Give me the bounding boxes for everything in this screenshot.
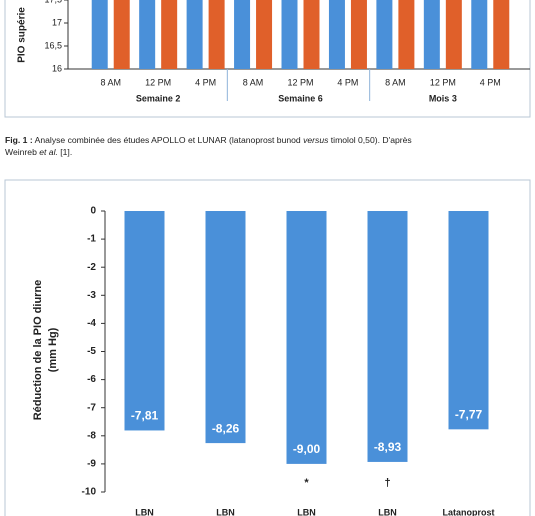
bar — [286, 211, 327, 464]
caption-text: [1]. — [58, 147, 72, 157]
x-tick-label: 12 PM — [145, 77, 171, 87]
bar — [303, 0, 320, 69]
figure-frame — [4, 0, 531, 118]
bar — [256, 0, 273, 69]
y-axis-label: PIO supérie — [17, 7, 28, 63]
x-tick-label: LBN — [216, 507, 235, 516]
y-tick-label: -1 — [87, 234, 96, 245]
group-label: Mois 3 — [429, 93, 457, 103]
x-tick-label: Latanoprost — [442, 507, 494, 516]
caption-line: Weinreb et al. [1]. — [5, 147, 72, 157]
y-tick-label: -7 — [87, 402, 96, 413]
x-tick-label: LBN — [135, 507, 154, 516]
x-tick-label: 8 AM — [100, 77, 121, 87]
y-tick-label: -3 — [87, 290, 96, 301]
group-label: Semaine 2 — [136, 93, 181, 103]
top-chart: 16 16,5 17 17,5 8 AM 12 PM 4 PM 8 AM 12 PM 4 PM 8 … — [17, 0, 530, 103]
bar — [124, 211, 165, 431]
x-tick-label: LBN — [297, 507, 316, 516]
bar — [205, 211, 246, 444]
caption-text: Weinreb — [5, 147, 39, 157]
y-tick-label: 16 — [52, 63, 62, 73]
value-label: -7,77 — [455, 408, 483, 422]
x-tick-label: LBN — [378, 507, 397, 516]
figure-frame — [4, 179, 531, 516]
y-tick-label: -9 — [87, 459, 96, 470]
y-tick-label: -5 — [87, 346, 96, 357]
x-tick-label: 8 AM — [385, 77, 406, 87]
x-tick-label: 4 PM — [480, 77, 501, 87]
y-tick-label: -10 — [82, 487, 97, 498]
bar — [139, 0, 156, 69]
bar — [448, 211, 489, 430]
bar — [328, 0, 345, 69]
caption-line: Fig. 1 : Analyse combinée des études APO… — [5, 135, 412, 145]
group-label: Semaine 6 — [278, 93, 323, 103]
bar — [91, 0, 108, 69]
bar — [281, 0, 298, 69]
bottom-chart: 0 -1 -2 -3 -4 -5 -6 -7 -8 -9 -10 -7,81 LBN -8,26 LBN -9… — [32, 206, 495, 516]
caption-text: Fig. 1 : — [5, 135, 33, 145]
y-tick-label: -6 — [87, 374, 96, 385]
bar — [423, 0, 440, 69]
x-tick-label: 12 PM — [287, 77, 313, 87]
caption-text: versus — [303, 135, 329, 145]
y-tick-label: -2 — [87, 262, 96, 273]
bar — [493, 0, 510, 69]
bar-note: † — [384, 477, 390, 489]
y-tick-label: 17 — [52, 17, 62, 27]
x-tick-label: 4 PM — [337, 77, 358, 87]
y-axis-label: (mm Hg) — [47, 327, 59, 372]
y-tick-label: -4 — [87, 318, 96, 329]
bar — [367, 211, 408, 462]
y-tick-label: 17,5 — [44, 0, 62, 4]
x-tick-label: 8 AM — [243, 77, 264, 87]
caption-text: timolol 0,50). D'après — [328, 135, 411, 145]
y-tick-label: 16,5 — [44, 40, 62, 50]
bar — [471, 0, 488, 69]
bar — [234, 0, 251, 69]
bar — [186, 0, 203, 69]
y-tick-label: -8 — [87, 430, 96, 441]
caption-text: Analyse combinée des études APOLLO et LU… — [33, 135, 303, 145]
x-tick-label: 12 PM — [430, 77, 456, 87]
value-label: -9,00 — [293, 442, 321, 456]
bar — [445, 0, 462, 69]
bars — [91, 0, 510, 69]
bar — [113, 0, 130, 69]
bar — [350, 0, 367, 69]
bar — [398, 0, 415, 69]
y-axis-label: Réduction de la PIO diurne — [32, 280, 44, 421]
value-label: -8,93 — [374, 440, 402, 454]
bar — [161, 0, 178, 69]
bar — [208, 0, 225, 69]
caption-text: et al. — [39, 147, 58, 157]
caption: Fig. 1 : Analyse combinée des études APO… — [5, 135, 412, 157]
bar-note: * — [304, 477, 309, 489]
value-label: -8,26 — [212, 421, 240, 435]
x-tick-label: 4 PM — [195, 77, 216, 87]
y-tick-label: 0 — [90, 206, 96, 217]
bar — [376, 0, 393, 69]
value-label: -7,81 — [131, 409, 159, 423]
